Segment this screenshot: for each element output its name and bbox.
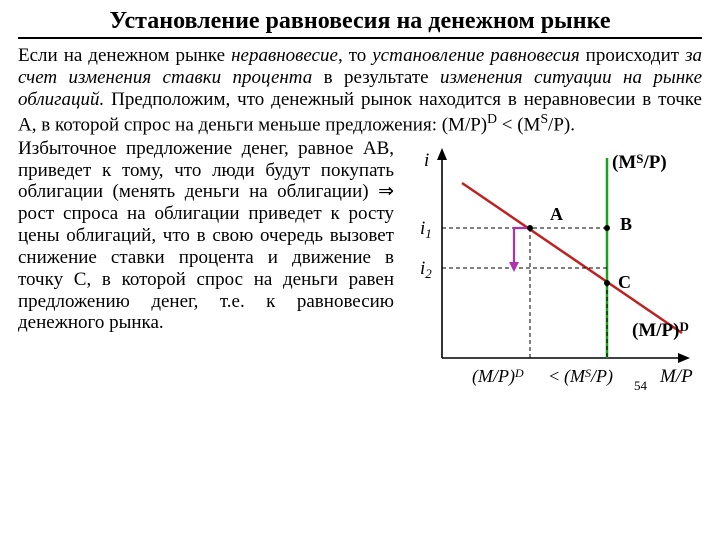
y-axis	[437, 148, 447, 358]
slide-title: Установление равновесия на денежном рынк…	[18, 8, 702, 39]
label-i2: i2	[420, 258, 432, 281]
point-c	[604, 280, 610, 286]
move-arrow	[509, 228, 530, 272]
equilibrium-chart: i i1 i2 (MS/P) А В С (M/P)D (M/P)D < (MS…	[402, 138, 702, 398]
label-b: В	[620, 214, 632, 234]
x-axis	[442, 353, 690, 363]
point-b	[604, 225, 610, 231]
md-demand-line	[462, 183, 682, 333]
paragraph-2: Избыточное предложение денег, равное АВ,…	[18, 138, 394, 398]
label-ms-top: (MS/P)	[612, 151, 667, 173]
label-md-curve: (M/P)D	[632, 319, 689, 341]
paragraph-1: Если на денежном рынке неравновесие, то …	[18, 45, 702, 136]
label-x-axis: M/P	[659, 366, 693, 387]
point-a	[527, 225, 533, 231]
label-i: i	[424, 150, 429, 171]
label-i1: i1	[420, 218, 432, 241]
label-x-left: (M/P)D	[472, 366, 524, 387]
label-lt: <	[548, 366, 560, 386]
label-a: А	[550, 204, 563, 224]
label-c: С	[618, 272, 631, 292]
page-number: 54	[634, 378, 648, 393]
label-x-right: (MS/P)	[564, 366, 613, 387]
